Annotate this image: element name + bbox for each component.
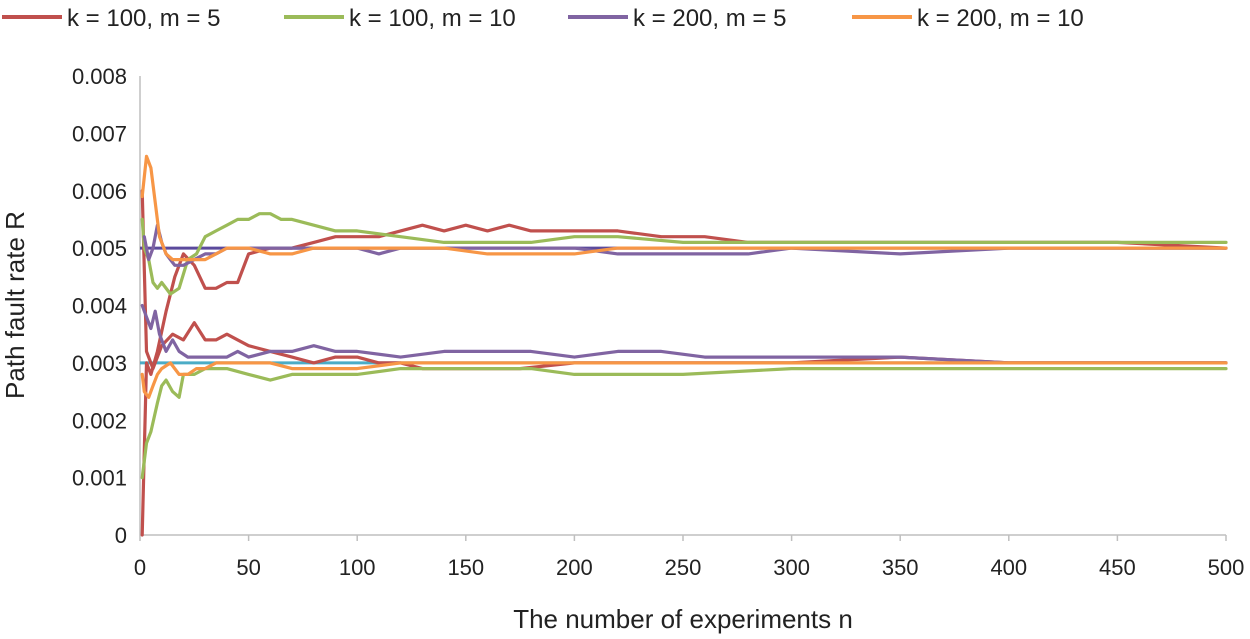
y-tick-label: 0.006	[72, 179, 127, 204]
series-line-k-100-m-10-lower	[140, 367, 1228, 480]
y-tick-label: 0.007	[72, 121, 127, 146]
x-tick-label: 0	[134, 555, 146, 580]
legend: k = 100, m = 5 k = 100, m = 10 k = 200, m …	[2, 5, 1084, 32]
series-line-k-200-m-5-lower	[140, 303, 1228, 365]
y-axis-ticks: 0 0.001 0.002 0.003 0.004 0.005 0.006 0.007 0.00…	[72, 64, 127, 548]
x-axis-title: The number of experiments n	[513, 604, 853, 634]
legend-label: k = 200, m = 5	[633, 5, 786, 32]
series-line-k-200-m-10-upper	[140, 154, 1228, 262]
legend-label: k = 200, m = 10	[917, 5, 1084, 32]
y-tick-label: 0.008	[72, 64, 127, 89]
x-tick-label: 50	[236, 555, 260, 580]
series-line-k-100-m-5-lower	[140, 189, 1228, 371]
y-tick-label: 0.004	[72, 294, 127, 319]
series-line-k-100-m-10-upper	[140, 212, 1228, 296]
x-tick-label: 150	[447, 555, 484, 580]
x-tick-label: 100	[339, 555, 376, 580]
reference-lines	[140, 246, 1226, 365]
series-line-k-200-m-10-lower	[140, 361, 1228, 399]
y-tick-label: 0.002	[72, 408, 127, 433]
y-tick-label: 0	[115, 523, 127, 548]
x-tick-label: 450	[1099, 555, 1136, 580]
x-tick-label: 250	[665, 555, 702, 580]
series-line-k-100-m-5-upper	[140, 223, 1228, 537]
x-tick-label: 200	[556, 555, 593, 580]
plot-series	[140, 154, 1228, 537]
y-tick-label: 0.003	[72, 351, 127, 376]
legend-label: k = 100, m = 10	[349, 5, 516, 32]
y-axis-title: Path fault rate R	[0, 211, 30, 399]
x-tick-label: 500	[1208, 555, 1245, 580]
y-tick-label: 0.001	[72, 466, 127, 491]
x-tick-label: 400	[990, 555, 1027, 580]
legend-label: k = 100, m = 5	[67, 5, 220, 32]
x-axis-ticks: 0 50 100 150 200 250 300 350 400 450 500	[134, 535, 1244, 580]
x-tick-label: 350	[882, 555, 919, 580]
y-tick-label: 0.005	[72, 236, 127, 261]
x-tick-label: 300	[773, 555, 810, 580]
